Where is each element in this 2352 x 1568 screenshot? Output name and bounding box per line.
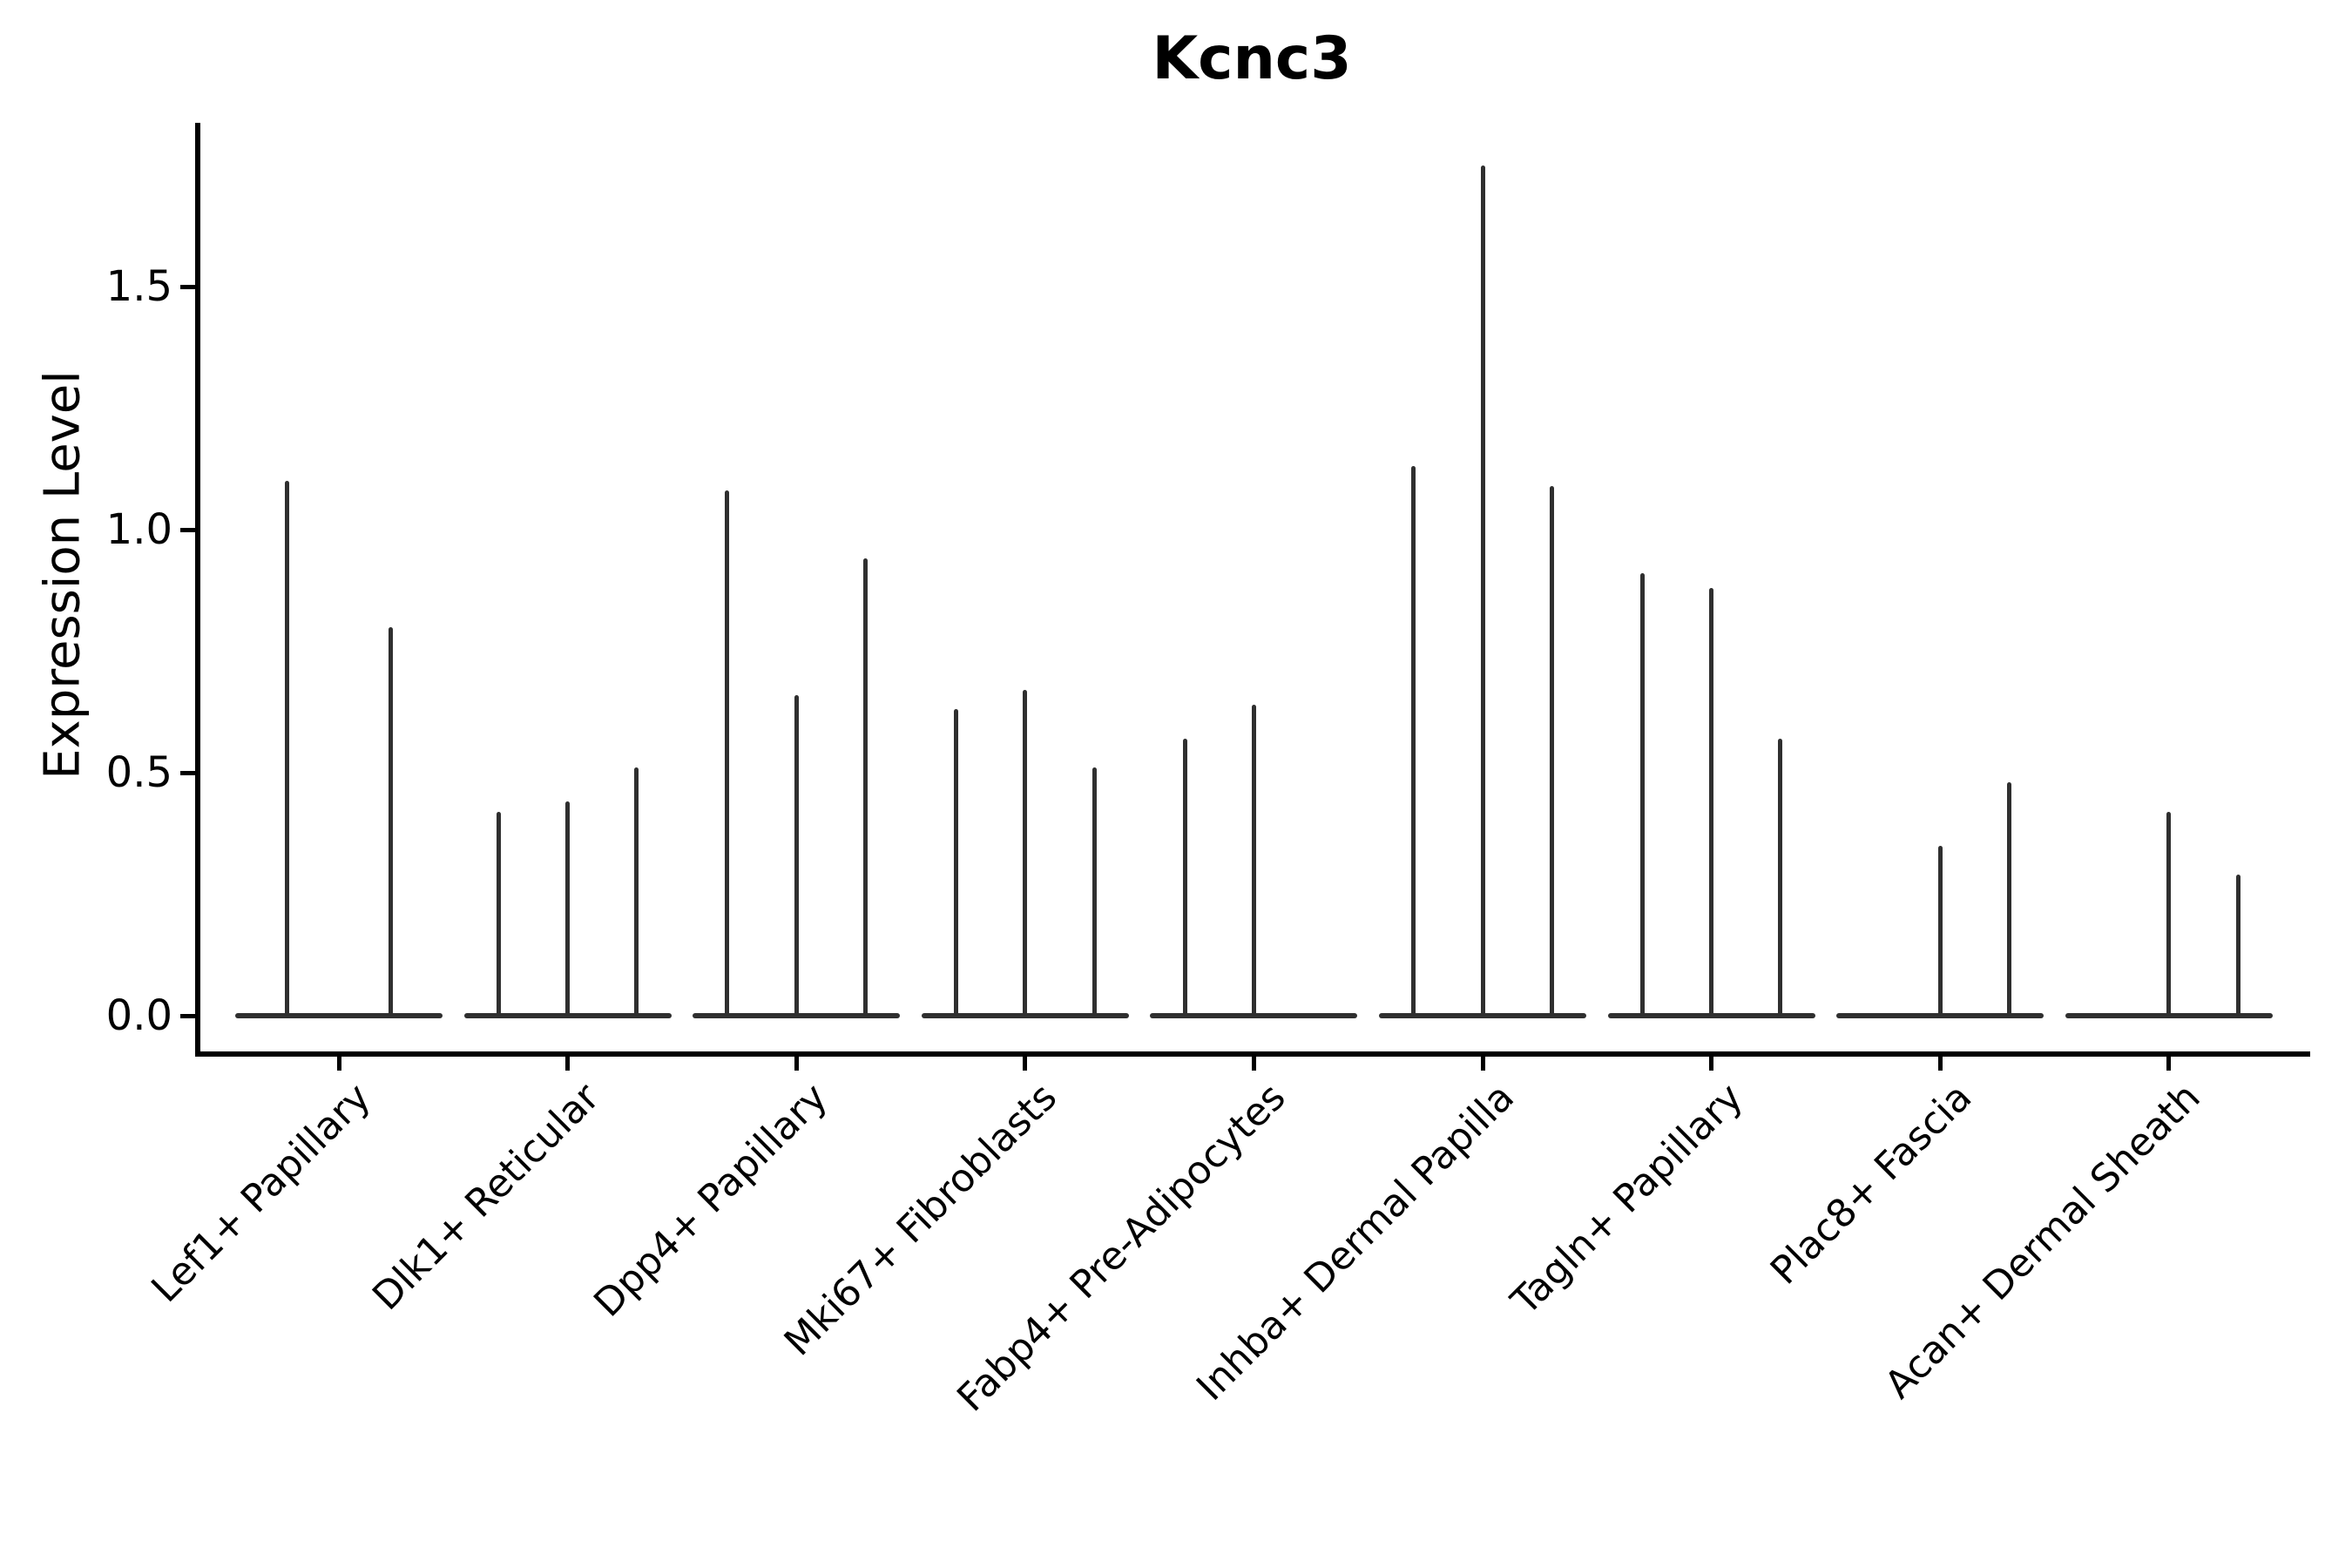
violin-spike bbox=[389, 626, 393, 1016]
x-axis-tick bbox=[2166, 1057, 2172, 1071]
x-axis-tick bbox=[336, 1057, 341, 1071]
violin-zero-bar bbox=[1607, 1013, 1815, 1018]
violin-spike bbox=[2166, 811, 2172, 1016]
y-axis-label: Expression Level bbox=[34, 370, 91, 780]
violin-spike bbox=[1251, 704, 1256, 1016]
violin-zero-bar bbox=[2065, 1013, 2273, 1018]
violin-zero-bar bbox=[1836, 1013, 2044, 1018]
violin-spike bbox=[285, 481, 289, 1016]
y-axis-tick-label: 0.5 bbox=[105, 748, 172, 797]
violin-spike bbox=[1549, 485, 1554, 1016]
violin-spike bbox=[1778, 738, 1783, 1016]
violin-spike bbox=[1937, 845, 1943, 1016]
violin-spike bbox=[1182, 738, 1187, 1016]
y-axis-tick bbox=[180, 1013, 195, 1018]
violin-spike bbox=[725, 490, 730, 1016]
y-axis-tick bbox=[180, 527, 195, 532]
y-axis-spine bbox=[195, 123, 200, 1057]
violin-spike bbox=[1709, 587, 1714, 1016]
violin-spike bbox=[634, 767, 639, 1016]
x-axis-tick-label: Dpp4+ Papillary bbox=[585, 1075, 837, 1326]
violin-spike bbox=[496, 811, 501, 1016]
violin-spike bbox=[1092, 767, 1097, 1016]
violin-spike bbox=[1023, 690, 1028, 1016]
violin-spike bbox=[1480, 165, 1485, 1016]
x-axis-tick bbox=[1023, 1057, 1028, 1071]
y-axis-tick-label: 0.0 bbox=[105, 991, 172, 1040]
x-axis-tick bbox=[1251, 1057, 1256, 1071]
x-axis-tick bbox=[794, 1057, 799, 1071]
violin-spike bbox=[2235, 875, 2240, 1016]
x-axis-tick bbox=[1709, 1057, 1714, 1071]
x-axis-tick-label: Plac8+ Fascia bbox=[1761, 1075, 1981, 1294]
y-axis-tick-label: 1.5 bbox=[105, 262, 172, 311]
plot-title: Kcnc3 bbox=[1152, 24, 1352, 93]
violin-zero-bar bbox=[1379, 1013, 1586, 1018]
x-axis-tick-label: Dlk1+ Reticular bbox=[363, 1075, 608, 1319]
x-axis-tick-label: Tagln+ Papillary bbox=[1503, 1075, 1752, 1324]
violin-spike bbox=[1639, 573, 1645, 1016]
violin-spike bbox=[863, 558, 868, 1016]
violin-spike bbox=[794, 694, 799, 1016]
violin-zero-bar bbox=[235, 1013, 443, 1018]
violin-zero-bar bbox=[463, 1013, 672, 1018]
x-axis-spine bbox=[195, 1051, 2310, 1057]
x-axis-tick bbox=[565, 1057, 571, 1071]
x-axis-tick bbox=[1480, 1057, 1485, 1071]
violin-spike bbox=[1411, 466, 1416, 1016]
y-axis-tick bbox=[180, 284, 195, 289]
violin-zero-bar bbox=[693, 1013, 901, 1018]
x-axis-tick bbox=[1937, 1057, 1943, 1071]
violin-spike bbox=[565, 801, 571, 1016]
violin-zero-bar bbox=[1150, 1013, 1358, 1018]
violin-zero-bar bbox=[921, 1013, 1129, 1018]
x-axis-tick-label: Lef1+ Papillary bbox=[142, 1075, 380, 1312]
y-axis-tick bbox=[180, 770, 195, 775]
violin-spike bbox=[2007, 782, 2012, 1016]
violin-spike bbox=[953, 709, 958, 1016]
y-axis-tick-label: 1.0 bbox=[105, 505, 172, 554]
